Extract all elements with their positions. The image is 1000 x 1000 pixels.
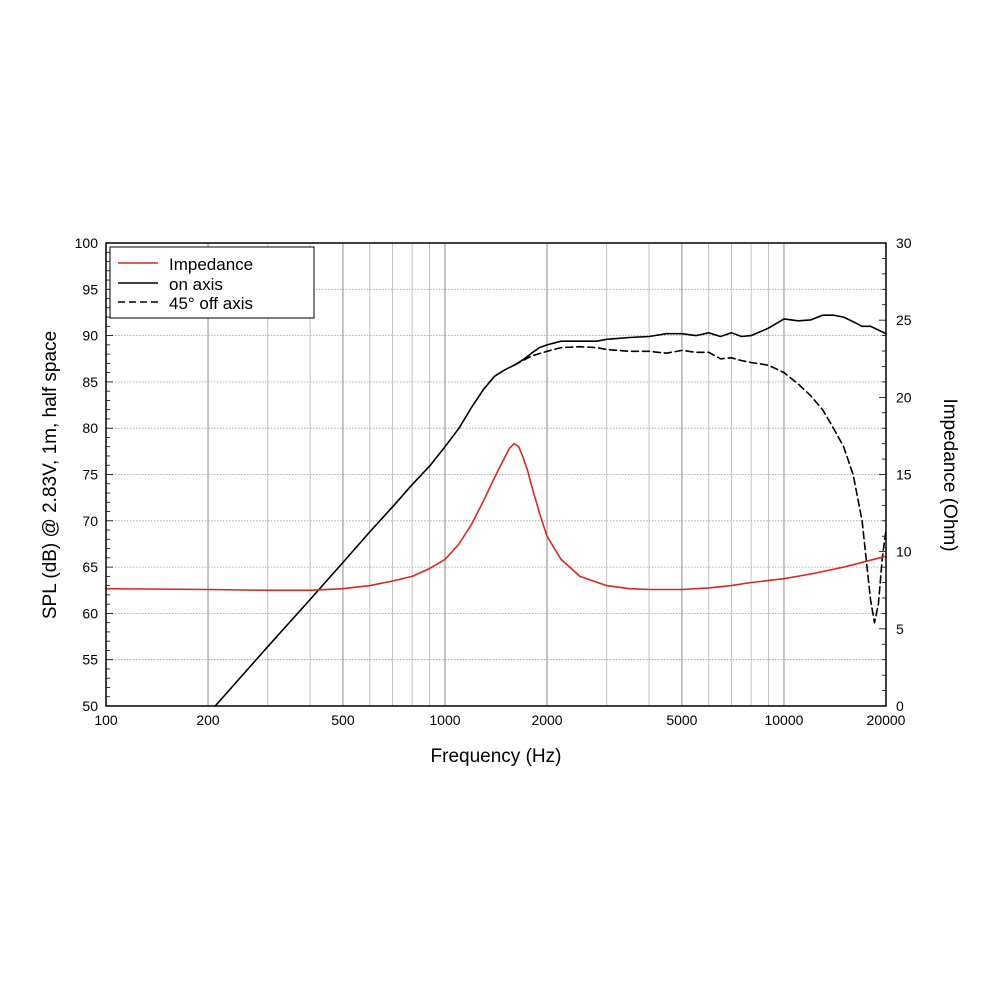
y2-axis-title: Impedance (Ohm) — [939, 398, 960, 551]
x-tick-label: 1000 — [429, 712, 460, 728]
y-tick-label: 60 — [82, 605, 98, 621]
series-line-impedance — [105, 442, 887, 592]
y2-tick-label: 25 — [896, 312, 912, 328]
x-tick-label: 5000 — [666, 712, 697, 728]
grid — [105, 242, 887, 707]
x-tick-label: 500 — [331, 712, 355, 728]
legend-label-on-axis: on axis — [169, 275, 223, 294]
x-tick-label: 20000 — [867, 712, 906, 728]
y-tick-label: 50 — [82, 698, 98, 714]
y2-tick-label: 30 — [896, 235, 912, 251]
y2-tick-label: 0 — [896, 698, 904, 714]
legend-box — [109, 246, 315, 319]
y-tick-label: 70 — [82, 513, 98, 529]
tick-labels: 100 200 500 1000 2000 5000 10000 20000505560657… — [75, 235, 912, 728]
y-tick-label: 100 — [75, 235, 99, 251]
y-tick-label: 80 — [82, 420, 98, 436]
y-tick-label: 90 — [82, 328, 98, 344]
legend-label-impedance: Impedance — [169, 255, 253, 274]
series-line-on-axis — [214, 314, 887, 707]
y2-tick-label: 15 — [896, 467, 912, 483]
plot-frame — [105, 242, 887, 707]
legend: Impedance on axis 45° off axis — [109, 246, 315, 319]
legend-label-off-axis: 45° off axis — [169, 294, 253, 313]
y-tick-label: 85 — [82, 374, 98, 390]
x-tick-label: 2000 — [531, 712, 562, 728]
y-tick-label: 75 — [82, 467, 98, 483]
y-tick-label: 95 — [82, 281, 98, 297]
x-axis-title: Frequency (Hz) — [431, 746, 562, 767]
y-tick-label: 55 — [82, 652, 98, 668]
x-tick-label: 10000 — [764, 712, 803, 728]
y-axis-title: SPL (dB) @ 2.83V, 1m, half space — [40, 331, 61, 619]
x-tick-label: 200 — [196, 712, 220, 728]
x-tick-label: 100 — [94, 712, 118, 728]
series-line-45-off-axis — [513, 345, 887, 624]
series-layer — [105, 314, 887, 707]
y-tick-label: 65 — [82, 559, 98, 575]
y2-tick-label: 10 — [896, 544, 912, 560]
y2-tick-label: 20 — [896, 389, 912, 405]
y2-tick-label: 5 — [896, 621, 904, 637]
